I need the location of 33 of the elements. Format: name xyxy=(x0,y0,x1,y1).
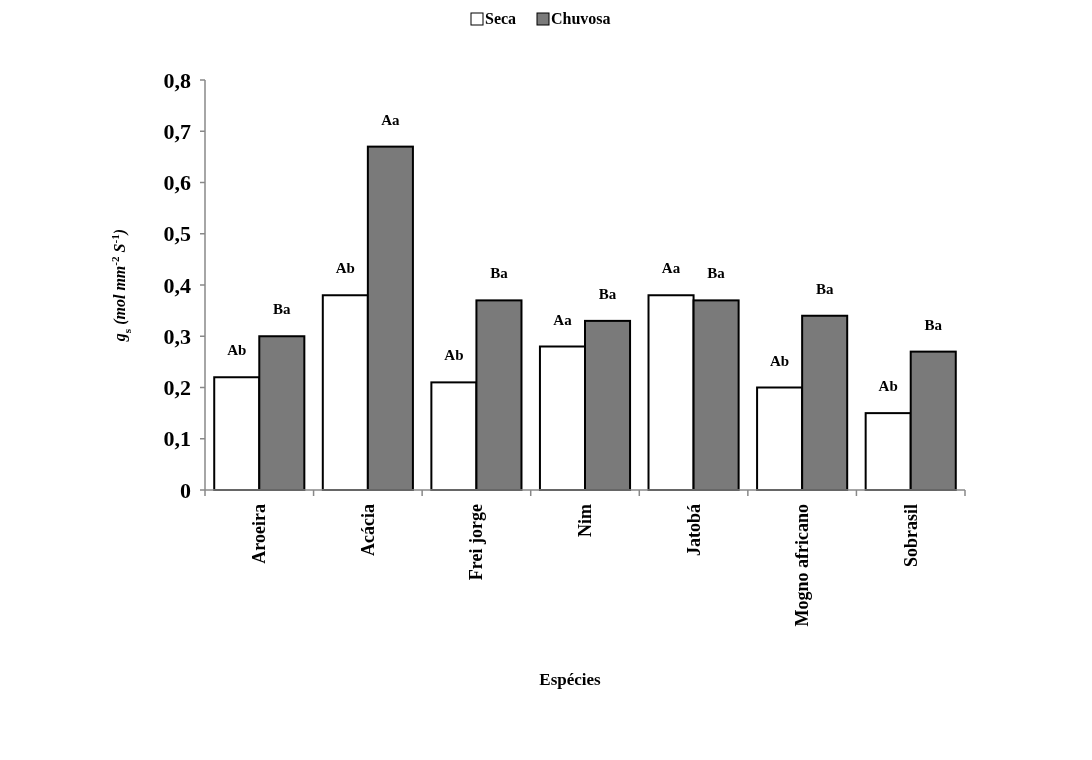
legend-label: Seca xyxy=(485,10,517,27)
y-tick-label: 0,6 xyxy=(163,170,191,196)
x-tick-label: Frei jorge xyxy=(466,503,487,581)
data-label: Ab xyxy=(878,378,898,395)
y-tick-label: 0,8 xyxy=(163,67,191,93)
y-tick-label: 0,7 xyxy=(163,118,191,144)
data-label: Ba xyxy=(490,265,509,282)
data-label: Ba xyxy=(924,316,943,333)
data-label: Ba xyxy=(815,280,834,297)
data-label: Ab xyxy=(444,347,464,364)
x-tick-label: Nim xyxy=(575,504,595,537)
x-tick-label: Jatobá xyxy=(683,504,704,557)
legend-label: Chuvosa xyxy=(551,10,611,27)
x-tick-label: Mogno africano xyxy=(792,504,813,627)
y-tick-label: 0 xyxy=(180,477,191,503)
y-tick-label: 0,2 xyxy=(163,375,191,401)
x-tick-label: Acácia xyxy=(357,504,378,556)
y-tick-label: 0,3 xyxy=(163,323,191,349)
data-label: Ab xyxy=(227,342,247,359)
data-label: Ba xyxy=(707,265,726,282)
data-label: Aa xyxy=(661,260,681,277)
x-tick-label: Aroeira xyxy=(249,504,270,564)
data-label: Ab xyxy=(770,352,790,369)
x-axis-title: Espécies xyxy=(539,670,602,689)
y-tick-label: 0,4 xyxy=(163,272,191,298)
y-tick-label: 0,1 xyxy=(163,426,191,452)
data-label: Ba xyxy=(598,285,617,302)
data-label: Aa xyxy=(381,111,401,128)
data-label: Aa xyxy=(553,311,573,328)
y-tick-label: 0,5 xyxy=(163,221,191,247)
data-label: Ba xyxy=(273,301,292,318)
data-label: Ab xyxy=(335,260,355,277)
x-tick-label: Sobrasil xyxy=(900,504,921,568)
